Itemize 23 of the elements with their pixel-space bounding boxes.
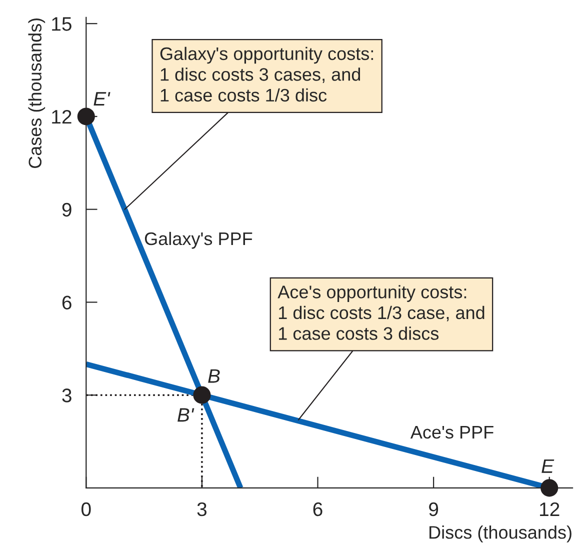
annotation: Galaxy's opportunity costs: 1 disc costs 3 cases, and 1 case costs 1/3 disc	[160, 46, 374, 102]
annotation: B'	[178, 408, 194, 422]
y-tick-label: 15	[52, 17, 72, 31]
x-tick-label: 3	[197, 502, 206, 516]
point	[540, 479, 558, 497]
x-tick-label: 0	[81, 502, 91, 516]
point	[77, 108, 95, 126]
series-label: Galaxy's PPF	[144, 232, 252, 249]
y-tick-label: 9	[62, 202, 72, 217]
x-tick-label: 9	[429, 502, 438, 516]
x-tick-label: 12	[540, 502, 560, 516]
x-tick-label: 6	[313, 502, 322, 516]
point	[193, 386, 211, 404]
y-axis-title: Cases (thousands)	[28, 18, 46, 168]
annotation: E	[542, 459, 554, 473]
annotation: E'	[94, 92, 110, 106]
y-tick-label: 3	[62, 388, 72, 402]
series-label: Ace's PPF	[410, 426, 494, 439]
y-tick-label: 12	[52, 110, 72, 124]
x-axis-title: Discs (thousands)	[430, 526, 572, 542]
annotation: B	[208, 369, 220, 383]
y-tick-label: 6	[62, 296, 72, 310]
annotation: Ace's opportunity costs: 1 disc costs 1/3 case, and 1 case costs 3 discs	[278, 285, 484, 340]
